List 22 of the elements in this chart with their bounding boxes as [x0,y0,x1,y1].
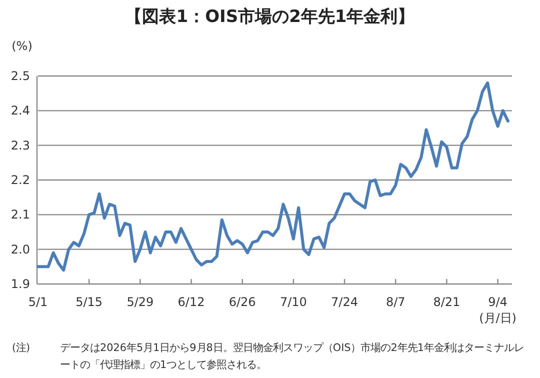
y-tick-label: 2.0 [10,242,30,256]
annotation: データは2026年5月1日から9月8日。翌日物金利スワップ（OIS）市場の2年先1年金利はターミナルレートの「代理指標」の1つとして参照される。 [60,341,525,373]
xlabel: (月/日) [479,311,516,325]
x-tick-label: 6/26 [228,295,256,309]
y-tick-label: 2.5 [10,69,30,83]
x-tick-label: 5/15 [76,295,103,309]
ylabel: (%) [12,39,32,53]
x-tick-label: 9/4 [488,295,508,309]
y-tick-label: 1.9 [10,277,30,291]
x-tick-label: 8/7 [386,295,406,309]
x-tick-label: 6/12 [178,295,205,309]
title: 【図表1：OIS市場の2年先1年金利】 [125,7,415,27]
x-tick-label: 7/10 [280,295,307,309]
y-tick-label: 2.2 [10,173,30,187]
y-tick-label: 2.1 [10,208,30,222]
annotation: (注) [12,341,30,356]
y-tick-label: 2.3 [10,138,30,152]
x-tick-label: 7/24 [331,295,358,309]
x-tick-label: 5/29 [126,295,154,309]
x-tick-label: 8/21 [433,295,460,309]
x-tick-label: 5/1 [28,295,48,309]
y-tick-label: 2.4 [10,104,30,118]
